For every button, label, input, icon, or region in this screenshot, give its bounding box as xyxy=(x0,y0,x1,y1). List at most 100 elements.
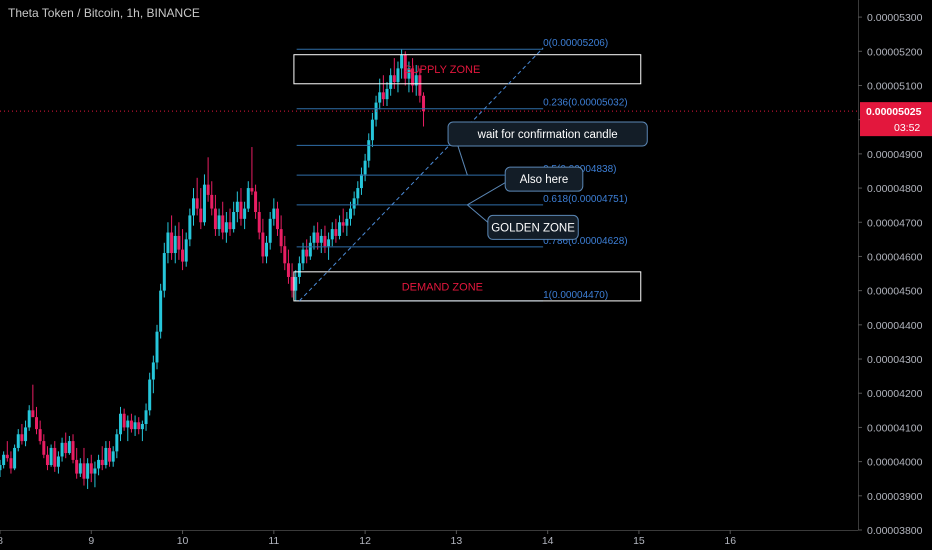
candles-layer xyxy=(0,49,858,489)
candle-body xyxy=(115,434,119,452)
candle-body xyxy=(133,422,137,430)
candle xyxy=(71,434,75,464)
candle xyxy=(378,78,382,110)
candle-body xyxy=(370,119,374,141)
time-tick-label: 13 xyxy=(451,535,463,547)
candle-body xyxy=(228,222,232,230)
candle xyxy=(312,225,316,250)
candle-body xyxy=(400,54,404,69)
candle-body xyxy=(403,54,407,79)
candle-body xyxy=(159,290,163,332)
trendline xyxy=(299,47,544,302)
candle-body xyxy=(78,463,82,474)
price-tick-label: 0.00003800 xyxy=(867,525,923,537)
candle-body xyxy=(27,410,31,428)
candle-body xyxy=(56,456,60,467)
candle xyxy=(272,198,276,226)
candle xyxy=(144,403,148,431)
candle xyxy=(24,420,28,447)
candle-body xyxy=(38,429,42,442)
candle-body xyxy=(137,422,141,430)
candle-body xyxy=(16,434,20,448)
candle-body xyxy=(82,463,86,479)
current-price-tag xyxy=(860,102,932,137)
zone-box xyxy=(293,54,642,85)
price-tick-label: 0.00004700 xyxy=(867,217,923,229)
candle-body xyxy=(13,447,17,469)
candle-body xyxy=(184,239,188,262)
candle xyxy=(56,451,60,474)
candle xyxy=(367,133,371,168)
candle xyxy=(104,441,108,469)
candle-body xyxy=(268,218,272,243)
candle xyxy=(108,441,112,467)
candle xyxy=(162,242,166,298)
candle xyxy=(181,229,185,271)
candle xyxy=(294,270,298,301)
candle-body xyxy=(217,215,221,230)
time-axis-layer: 8 9 10 11 12 13 14 15 16 xyxy=(0,530,858,547)
candle xyxy=(129,413,133,433)
candle xyxy=(192,188,196,226)
candle xyxy=(67,435,71,455)
callout-pointer xyxy=(467,178,512,206)
candle xyxy=(363,153,367,182)
time-tick-label: 14 xyxy=(542,535,554,547)
candle-body xyxy=(363,160,367,175)
candle-body xyxy=(97,459,101,469)
callouts-layer: wait for confirmation candle Also here GOL… xyxy=(447,121,648,240)
candle-body xyxy=(352,198,356,209)
candle xyxy=(407,61,411,93)
candle-body xyxy=(177,235,181,250)
candle-body xyxy=(75,459,79,474)
candle-body xyxy=(202,184,206,223)
price-tick-label: 0.00004500 xyxy=(867,286,923,298)
candle xyxy=(268,212,272,250)
candle-body xyxy=(345,218,349,226)
candle-body xyxy=(286,263,290,277)
candle-body xyxy=(381,92,385,100)
candle xyxy=(188,208,192,247)
price-tick-label: 0.00004300 xyxy=(867,354,923,366)
candle-body xyxy=(210,194,214,209)
candle-body xyxy=(100,459,104,466)
candle xyxy=(100,446,104,471)
current-price-label: 0.00005025 xyxy=(866,106,922,118)
candle-body xyxy=(305,249,309,257)
candle xyxy=(5,441,9,462)
candle xyxy=(49,444,53,467)
price-tick-label: 0.00004100 xyxy=(867,422,923,434)
candle xyxy=(89,454,93,483)
candle-body xyxy=(224,222,228,233)
fib-level-label: 0(0.00005206) xyxy=(543,38,608,49)
candle-body xyxy=(283,246,287,264)
candle xyxy=(20,424,24,445)
candle-body xyxy=(411,68,415,86)
candle xyxy=(308,235,312,260)
candle xyxy=(257,201,261,240)
candle xyxy=(195,177,199,216)
candle xyxy=(217,208,221,236)
price-tick-label: 0.00005100 xyxy=(867,80,923,92)
trendline-layer xyxy=(299,47,544,302)
candle xyxy=(352,191,356,216)
candle xyxy=(115,429,119,459)
candle-body xyxy=(104,447,108,466)
candle xyxy=(392,58,396,89)
candle xyxy=(213,194,217,236)
candle-body xyxy=(126,420,130,428)
candle-body xyxy=(254,191,258,212)
candle xyxy=(385,82,389,106)
candle-body xyxy=(341,222,345,226)
candle xyxy=(16,429,20,452)
candle xyxy=(261,218,265,264)
candle-body xyxy=(111,451,115,462)
candle xyxy=(323,225,327,254)
candle-body xyxy=(367,140,371,161)
callout-text: GOLDEN ZONE xyxy=(491,222,575,234)
callout-text: wait for confirmation candle xyxy=(477,129,618,141)
candle-body xyxy=(42,441,46,455)
candle-body xyxy=(396,68,400,83)
candle-body xyxy=(422,95,426,112)
